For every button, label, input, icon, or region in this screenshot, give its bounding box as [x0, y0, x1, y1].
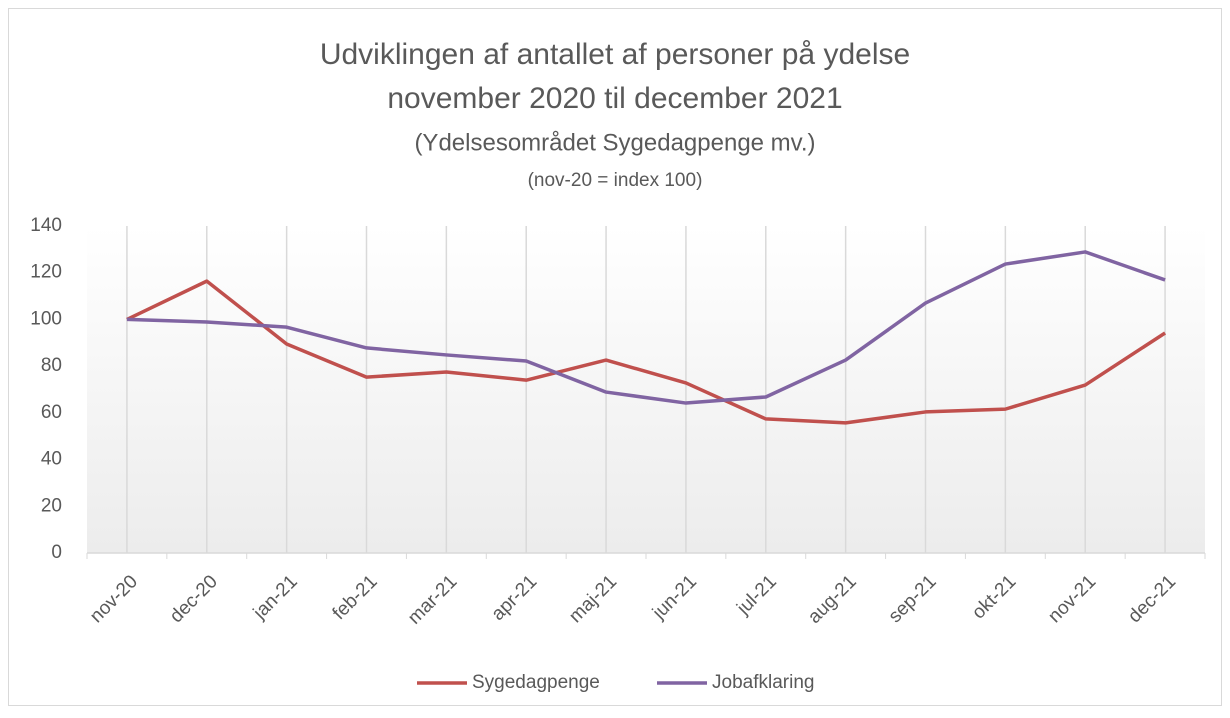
- y-tick-label: 0: [51, 542, 62, 563]
- y-tick-label: 40: [41, 449, 62, 470]
- chart-title: Udviklingen af antallet af personer på y…: [320, 38, 910, 71]
- legend-label: Jobafklaring: [712, 672, 814, 693]
- y-tick-label: 60: [41, 402, 62, 423]
- y-tick-label: 20: [41, 495, 62, 516]
- series-line: [126, 279, 1167, 425]
- series-line: [126, 250, 1166, 405]
- chart-subtitle: (Ydelsesområdet Sygedagpenge mv.): [414, 129, 815, 156]
- legend-label: Sygedagpenge: [472, 672, 600, 693]
- y-tick-label: 80: [41, 355, 62, 376]
- y-tick-label: 120: [30, 262, 62, 283]
- y-tick-label: 100: [30, 308, 62, 329]
- y-tick-label: 140: [30, 215, 62, 236]
- chart-title: november 2020 til december 2021: [387, 82, 842, 115]
- chart-note: (nov-20 = index 100): [528, 170, 703, 191]
- plot-background: [87, 226, 1205, 553]
